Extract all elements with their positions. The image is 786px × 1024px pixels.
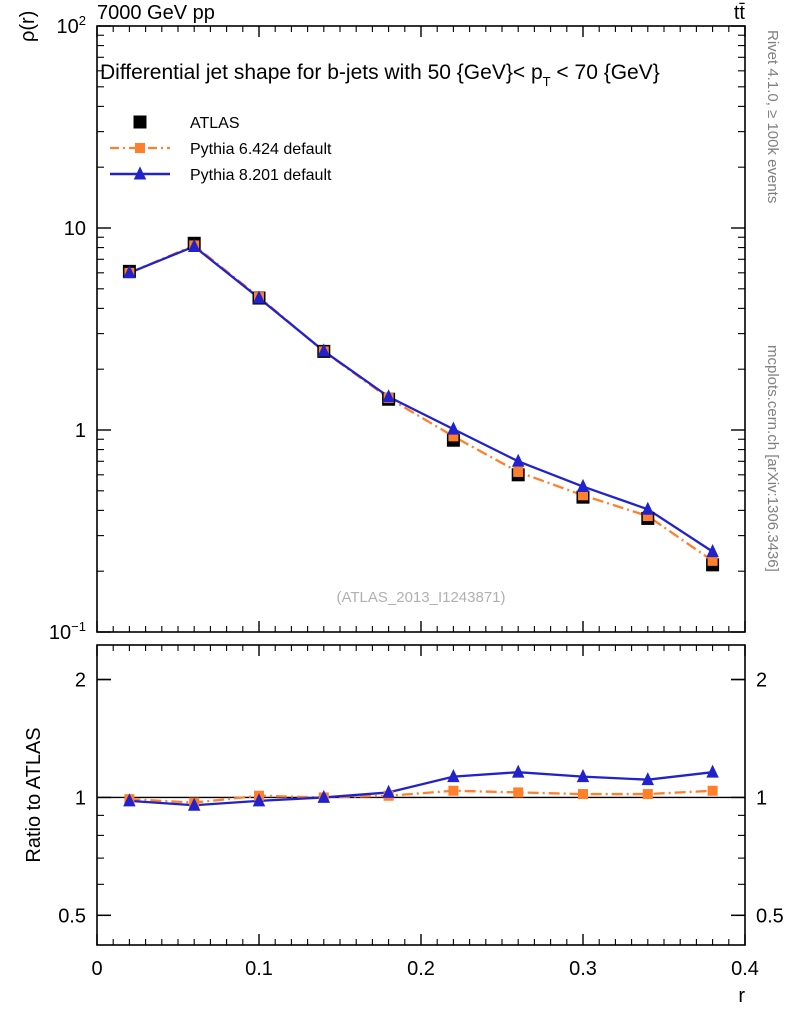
pythia8-data-point (641, 501, 655, 515)
x-tick-label: 0.1 (245, 958, 273, 980)
legend-marker (133, 166, 147, 180)
legend-marker (133, 115, 147, 129)
mcplots-source-label: mcplots.cern.ch [arXiv:1306.3436] (764, 345, 781, 572)
pythia8-ratio-point (576, 769, 590, 783)
main-y-tick-label: 10−1 (49, 619, 86, 644)
pythia8-data-point (317, 343, 331, 357)
y-axis-label-main: ρ(r) (17, 11, 39, 42)
pythia6-data-point (707, 555, 718, 566)
main-y-tick-labels: 102 10 1 10−1 (49, 13, 86, 644)
pythia8-ratio-point (252, 793, 266, 807)
legend-label: Pythia 8.201 default (190, 167, 332, 184)
pythia6-data-point (513, 466, 524, 477)
legend: ATLAS Pythia 6.424 default Pythia 8.201 de… (110, 115, 332, 184)
pythia8-data-point (382, 389, 395, 403)
beam-energy-label: 7000 GeV pp (97, 2, 215, 24)
rivet-version-label: Rivet 4.1.0, ≥ 100k events (764, 30, 781, 203)
main-axis-ticks (96, 25, 746, 633)
pythia8-ratio-point (706, 764, 719, 778)
pythia8-data-point (123, 265, 136, 279)
legend-item: ATLAS (133, 115, 240, 132)
main-y-tick-label: 10 (64, 218, 86, 240)
ratio-data-series (123, 764, 719, 811)
pythia6-ratio-point (578, 789, 588, 800)
ratio-y-tick-label-right: 2 (756, 670, 767, 692)
pythia8-data-point (511, 453, 525, 467)
pythia6-ratio-point (448, 785, 459, 796)
ratio-y-tick-label: 2 (75, 670, 86, 692)
ratio-y-tick-label: 0.5 (58, 905, 86, 927)
pythia8-data-point (187, 238, 201, 252)
pythia6-data-point (578, 490, 588, 501)
main-y-tick-label: 1 (75, 420, 86, 442)
pythia6-data-point (642, 511, 653, 522)
x-tick-label: 0.2 (407, 958, 435, 980)
svg-text:Differential jet shape for b-j: Differential jet shape for b-jets with 5… (100, 61, 660, 89)
pythia8-data-point (576, 478, 590, 492)
legend-marker (135, 143, 145, 153)
pythia8-ratio-point (382, 784, 395, 798)
plot-title-main: Differential jet shape for b-jets with 5… (100, 61, 543, 84)
pythia8-ratio-point (123, 793, 136, 807)
legend-item: Pythia 8.201 default (110, 166, 332, 184)
legend-label: ATLAS (190, 115, 240, 132)
y-axis-label-ratio: Ratio to ATLAS (23, 727, 45, 862)
ratio-y-tick-label-right: 1 (756, 787, 767, 809)
pythia8-curve-main (128, 245, 714, 553)
ratio-axis-ticks (96, 645, 746, 945)
pythia8-ratio-point (317, 789, 331, 803)
pythia8-ratio-point (187, 797, 201, 811)
pythia8-ratio-point (641, 772, 655, 786)
x-axis-label: r (738, 985, 745, 1007)
plot-title-subscript: T (543, 74, 551, 89)
pythia8-data-point (447, 421, 460, 435)
pythia6-curve-ratio (129, 789, 713, 804)
plot-title: Differential jet shape for b-jets with 5… (100, 61, 660, 89)
pythia8-data-point (706, 544, 719, 558)
plot-title-tail: < 70 {GeV} (551, 61, 660, 84)
pythia6-ratio-point (513, 787, 524, 798)
legend-label: Pythia 6.424 default (190, 141, 332, 158)
pythia6-data-point (448, 431, 459, 442)
main-y-tick-label: 102 (57, 13, 86, 38)
analysis-watermark: (ATLAS_2013_I1243871) (336, 589, 505, 606)
x-tick-labels: 0 0.1 0.2 0.3 0.4 (91, 958, 758, 980)
main-data-series (122, 236, 720, 572)
process-label: tt̄ (734, 2, 746, 24)
pythia6-ratio-point (642, 789, 653, 800)
pythia6-ratio-point (707, 785, 718, 796)
pythia8-data-point (252, 290, 266, 304)
ratio-y-tick-labels: 2 2 1 1 0.5 0.5 (58, 670, 784, 928)
pythia8-curve-ratio (129, 771, 713, 807)
pythia8-ratio-point (511, 764, 525, 778)
pythia6-curve-main (128, 244, 714, 562)
x-tick-label: 0.3 (569, 958, 597, 980)
x-tick-label: 0.4 (731, 958, 759, 980)
legend-item: Pythia 6.424 default (110, 141, 332, 158)
ratio-y-tick-label-right: 0.5 (756, 905, 784, 927)
x-tick-label: 0 (91, 958, 102, 980)
ratio-y-tick-label: 1 (75, 787, 86, 809)
pythia8-ratio-point (447, 769, 460, 783)
